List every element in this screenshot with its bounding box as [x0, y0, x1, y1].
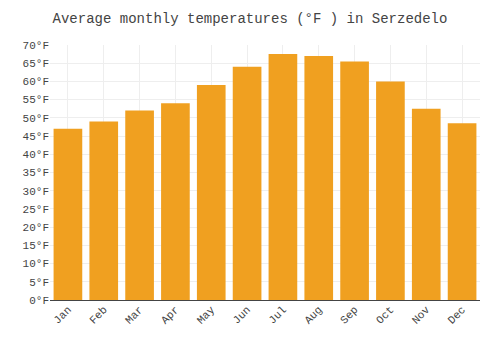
- svg-text:0°F: 0°F: [29, 295, 49, 307]
- svg-text:May: May: [195, 304, 218, 327]
- svg-text:Jul: Jul: [266, 304, 288, 326]
- svg-text:Nov: Nov: [410, 304, 433, 327]
- svg-text:65°F: 65°F: [23, 58, 49, 70]
- svg-text:50°F: 50°F: [23, 113, 49, 125]
- svg-text:25°F: 25°F: [23, 204, 49, 216]
- svg-text:Aug: Aug: [302, 304, 324, 326]
- svg-text:Jan: Jan: [51, 304, 73, 326]
- svg-text:Mar: Mar: [123, 304, 145, 326]
- svg-text:Sep: Sep: [338, 304, 360, 326]
- svg-text:10°F: 10°F: [23, 258, 49, 270]
- svg-text:15°F: 15°F: [23, 240, 49, 252]
- svg-text:55°F: 55°F: [23, 94, 49, 106]
- svg-text:Jun: Jun: [231, 304, 253, 326]
- svg-text:60°F: 60°F: [23, 76, 49, 88]
- svg-text:70°F: 70°F: [23, 40, 49, 52]
- svg-text:40°F: 40°F: [23, 149, 49, 161]
- svg-text:Apr: Apr: [159, 304, 181, 326]
- svg-text:20°F: 20°F: [23, 222, 49, 234]
- svg-text:5°F: 5°F: [29, 277, 49, 289]
- svg-text:Average monthly temperatures (: Average monthly temperatures (°F ) in Se…: [53, 11, 448, 27]
- svg-text:Oct: Oct: [374, 304, 396, 326]
- svg-text:Dec: Dec: [446, 304, 468, 326]
- svg-text:35°F: 35°F: [23, 167, 49, 179]
- svg-text:30°F: 30°F: [23, 186, 49, 198]
- svg-text:Feb: Feb: [87, 304, 109, 326]
- svg-text:45°F: 45°F: [23, 131, 49, 143]
